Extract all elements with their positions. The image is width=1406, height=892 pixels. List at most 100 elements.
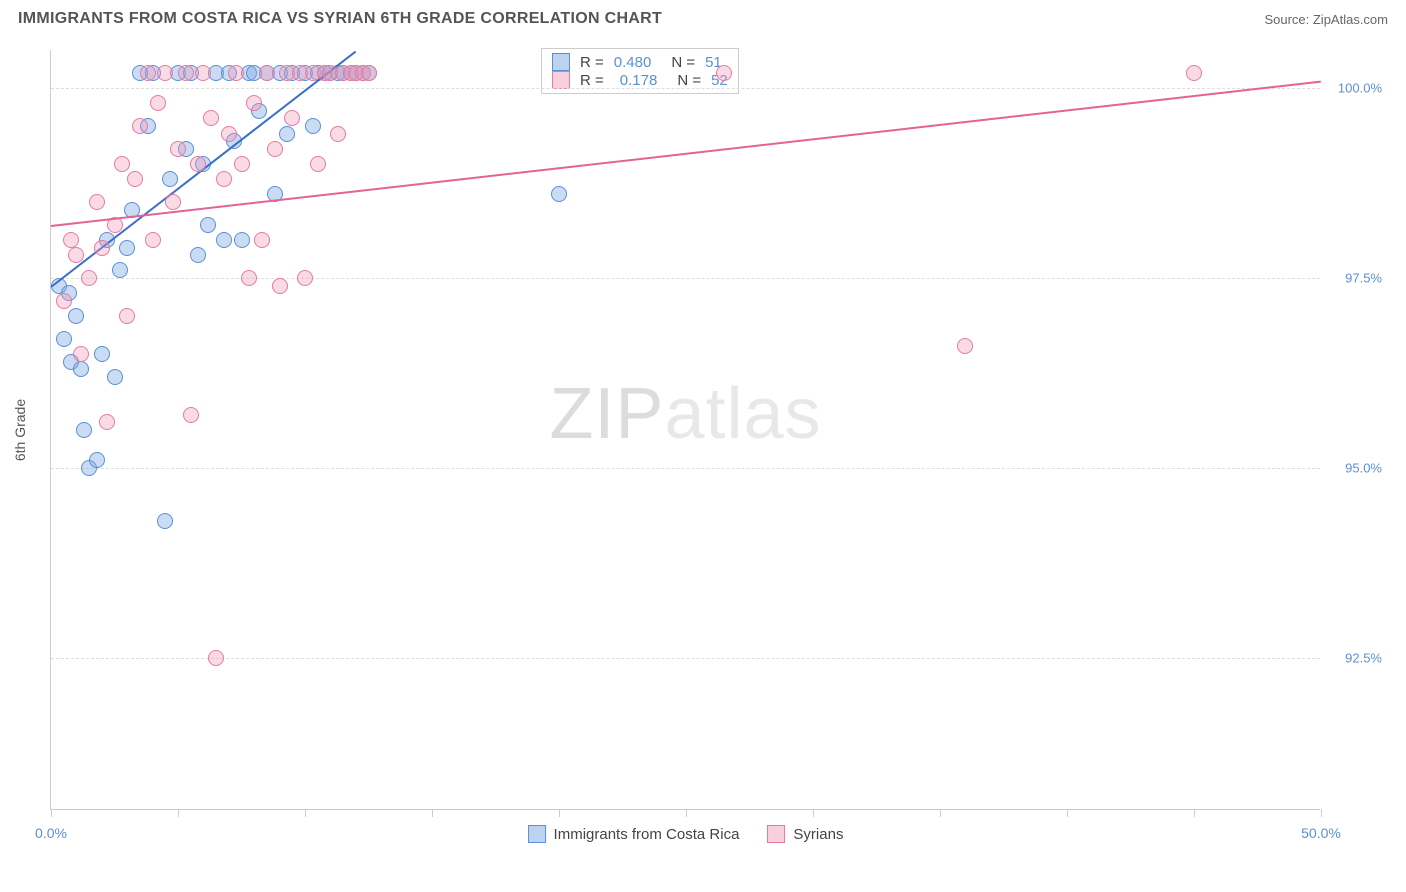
x-tick [813,809,814,817]
data-point [162,171,178,187]
data-point [132,118,148,134]
data-point [178,65,194,81]
data-point [246,95,262,111]
data-point [112,262,128,278]
r-label: R = [580,54,604,71]
data-point [234,156,250,172]
data-point [99,414,115,430]
x-tick-label: 0.0% [35,825,67,841]
x-tick [305,809,306,817]
data-point [56,331,72,347]
data-point [81,270,97,286]
chart-title: IMMIGRANTS FROM COSTA RICA VS SYRIAN 6TH… [18,10,662,28]
data-point [279,126,295,142]
data-point [267,141,283,157]
data-point [89,452,105,468]
x-tick [432,809,433,817]
series-legend: Immigrants from Costa Rica Syrians [528,825,844,843]
data-point [68,247,84,263]
data-point [216,232,232,248]
source-name: ZipAtlas.com [1313,12,1388,27]
data-point [284,110,300,126]
data-point [254,232,270,248]
data-point [297,270,313,286]
data-point [551,186,567,202]
data-point [89,194,105,210]
y-axis-label: 6th Grade [12,399,28,461]
legend-item-syrians: Syrians [767,825,843,843]
y-tick-label: 95.0% [1345,461,1382,476]
data-point [145,232,161,248]
data-point [190,156,206,172]
legend-label: Syrians [793,826,843,843]
y-tick-label: 97.5% [1345,271,1382,286]
data-point [114,156,130,172]
watermark-rest: atlas [664,374,821,454]
data-point [140,65,156,81]
data-point [1186,65,1202,81]
data-point [305,118,321,134]
data-point [216,171,232,187]
data-point [150,95,166,111]
r-value: 0.480 [614,54,652,71]
data-point [68,308,84,324]
data-point [241,270,257,286]
data-point [63,232,79,248]
x-tick [686,809,687,817]
plot-area: ZIPatlas R = 0.480 N = 51 R = 0.178 N = … [50,50,1320,810]
watermark-zip: ZIP [549,374,664,454]
x-tick [1194,809,1195,817]
x-tick-label: 50.0% [1301,825,1341,841]
x-tick [178,809,179,817]
gridline [51,658,1320,659]
swatch-icon [767,825,785,843]
data-point [157,65,173,81]
data-point [190,247,206,263]
data-point [208,650,224,666]
legend-label: Immigrants from Costa Rica [554,826,740,843]
chart-header: IMMIGRANTS FROM COSTA RICA VS SYRIAN 6TH… [0,0,1406,34]
data-point [361,65,377,81]
data-point [119,240,135,256]
source-prefix: Source: [1264,12,1312,27]
data-point [94,346,110,362]
legend-item-costa-rica: Immigrants from Costa Rica [528,825,740,843]
data-point [234,232,250,248]
legend-row-costa-rica: R = 0.480 N = 51 [552,53,728,71]
n-label: N = [677,72,701,89]
x-tick [51,809,52,817]
data-point [183,407,199,423]
data-point [228,65,244,81]
swatch-icon [528,825,546,843]
gridline [51,88,1320,89]
data-point [203,110,219,126]
data-point [330,126,346,142]
data-point [716,65,732,81]
data-point [259,65,275,81]
data-point [107,369,123,385]
data-point [272,278,288,294]
gridline [51,468,1320,469]
data-point [165,194,181,210]
x-tick [1067,809,1068,817]
r-label: R = [580,72,604,89]
legend-row-syrians: R = 0.178 N = 52 [552,71,728,89]
data-point [200,217,216,233]
data-point [195,65,211,81]
watermark: ZIPatlas [549,373,821,455]
data-point [157,513,173,529]
x-tick [1321,809,1322,817]
source-attribution: Source: ZipAtlas.com [1264,12,1388,27]
data-point [170,141,186,157]
n-label: N = [671,54,695,71]
data-point [957,338,973,354]
y-tick-label: 92.5% [1345,651,1382,666]
data-point [94,240,110,256]
swatch-icon [552,53,570,71]
x-tick [940,809,941,817]
r-value: 0.178 [620,72,658,89]
data-point [73,361,89,377]
x-tick [559,809,560,817]
data-point [127,171,143,187]
data-point [73,346,89,362]
